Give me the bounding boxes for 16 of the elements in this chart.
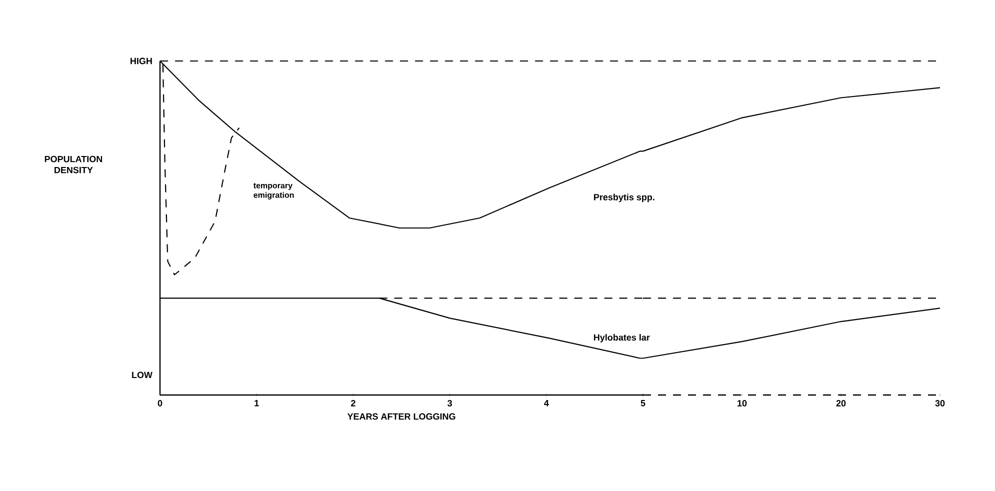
text: LOW: [132, 372, 152, 378]
x-tick-label: 20: [836, 400, 846, 406]
x-tick-label: 2: [351, 400, 356, 406]
x-axis-title: YEARS AFTER LOGGING: [347, 413, 456, 420]
x-tick-label: 1: [254, 400, 259, 406]
text: POPULATION DENSITY: [44, 156, 102, 174]
text: Presbytis spp.: [594, 194, 654, 202]
text: HIGH: [130, 58, 152, 64]
series-label: Hylobates lar: [594, 334, 650, 342]
x-tick-label: 5: [640, 400, 646, 406]
x-tick-label: 0: [158, 400, 162, 406]
x-tick-label: 30: [935, 400, 945, 406]
x-tick-label: 10: [738, 400, 747, 406]
annotation: temporary emigration: [253, 183, 294, 200]
x-tick-label: 4: [544, 400, 549, 406]
x-tick-label: 3: [448, 400, 452, 406]
